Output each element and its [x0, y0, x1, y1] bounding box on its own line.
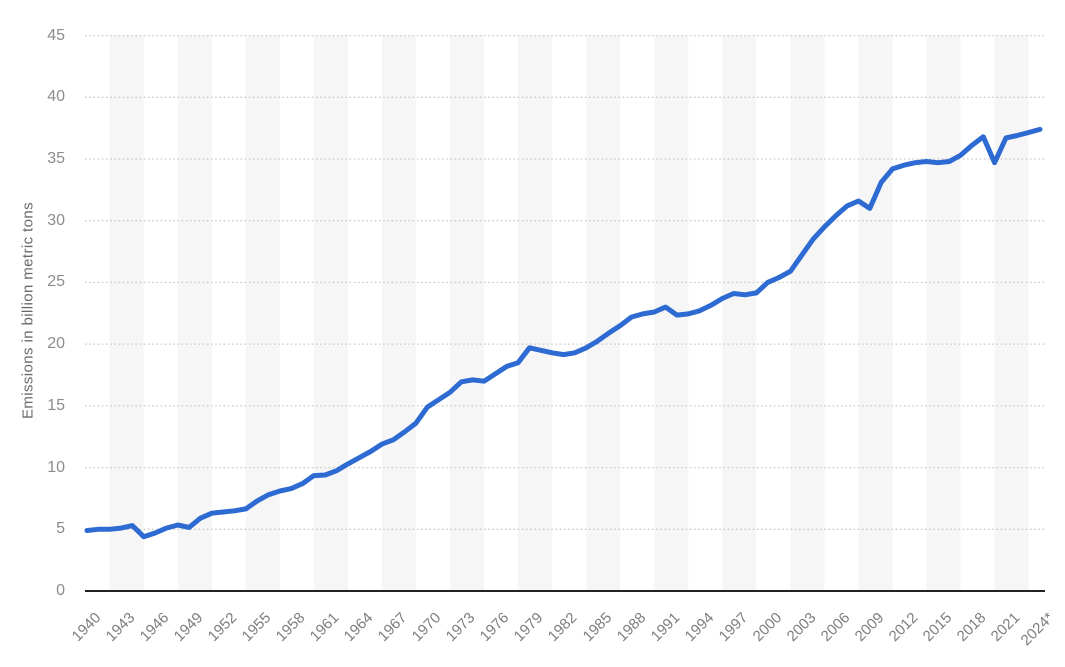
- plot-band: [109, 35, 144, 592]
- plot-band: [858, 35, 893, 592]
- y-axis-tick-label: 15: [47, 397, 65, 414]
- plot-band: [586, 35, 621, 592]
- plot-band: [382, 35, 417, 592]
- y-axis-tick-label: 0: [56, 582, 65, 599]
- plot-band: [518, 35, 553, 592]
- plot-band: [790, 35, 825, 592]
- y-axis-tick-label: 20: [47, 335, 65, 352]
- plot-band: [450, 35, 485, 592]
- series-line[interactable]: [84, 126, 1043, 540]
- y-axis-tick-label: 10: [47, 459, 65, 476]
- gridlines: [85, 34, 1045, 530]
- y-axis-tick-label: 35: [47, 150, 65, 167]
- plot-band: [926, 35, 961, 592]
- plot-band: [177, 35, 212, 592]
- y-axis-tick-label: 40: [47, 88, 65, 105]
- plot-band: [722, 35, 757, 592]
- plot-band: [313, 35, 348, 592]
- y-axis-tick-label: 45: [47, 27, 65, 44]
- y-axis-tick-label: 5: [56, 520, 65, 537]
- y-axis-tick-label: 30: [47, 212, 65, 229]
- plot-band: [994, 35, 1029, 592]
- y-axis-title: Emissions in billion metric tons: [19, 201, 37, 420]
- y-axis-tick-label: 25: [47, 273, 65, 290]
- background-bands: [109, 35, 1029, 592]
